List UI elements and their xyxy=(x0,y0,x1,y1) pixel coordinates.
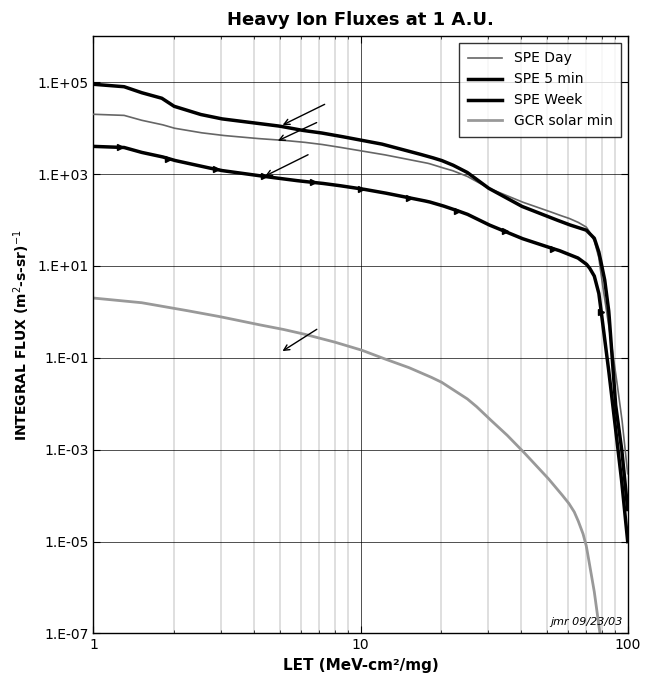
SPE Week xyxy=(608,394,616,402)
Line: GCR solar min: GCR solar min xyxy=(93,298,628,684)
SPE Day xyxy=(117,111,125,119)
SPE Week xyxy=(624,538,632,546)
SPE 5 min xyxy=(117,82,125,90)
SPE Day xyxy=(335,143,343,151)
Y-axis label: INTEGRAL FLUX (m$^2$-s-sr)$^{-1}$: INTEGRAL FLUX (m$^2$-s-sr)$^{-1}$ xyxy=(11,229,32,440)
SPE 5 min xyxy=(608,354,616,363)
X-axis label: LET (MeV-cm²/mg): LET (MeV-cm²/mg) xyxy=(283,658,438,673)
SPE 5 min xyxy=(510,198,518,207)
SPE 5 min xyxy=(608,350,616,358)
Line: SPE 5 min: SPE 5 min xyxy=(93,84,628,510)
GCR solar min xyxy=(89,294,97,302)
GCR solar min xyxy=(349,343,357,352)
SPE Day xyxy=(608,345,616,353)
GCR solar min xyxy=(510,438,518,447)
SPE Week xyxy=(510,231,518,239)
GCR solar min xyxy=(335,339,343,347)
SPE Week xyxy=(335,181,343,189)
SPE 5 min xyxy=(624,505,632,514)
GCR solar min xyxy=(608,682,616,684)
SPE Week xyxy=(608,396,616,404)
GCR solar min xyxy=(608,683,616,684)
Legend: SPE Day, SPE 5 min, SPE Week, GCR solar min: SPE Day, SPE 5 min, SPE Week, GCR solar … xyxy=(460,43,621,137)
SPE 5 min xyxy=(89,80,97,88)
SPE 5 min xyxy=(335,132,343,140)
SPE Day xyxy=(624,470,632,478)
Text: jmr 09/23/03: jmr 09/23/03 xyxy=(550,618,623,627)
SPE Day xyxy=(608,343,616,351)
SPE Week xyxy=(89,142,97,150)
SPE 5 min xyxy=(349,135,357,143)
SPE Week xyxy=(117,143,125,151)
SPE Day xyxy=(510,194,518,202)
Line: SPE Day: SPE Day xyxy=(93,114,628,474)
SPE Day xyxy=(349,146,357,154)
SPE Week xyxy=(349,183,357,192)
GCR solar min xyxy=(117,297,125,305)
Line: SPE Week: SPE Week xyxy=(93,146,628,542)
Title: Heavy Ion Fluxes at 1 A.U.: Heavy Ion Fluxes at 1 A.U. xyxy=(227,11,494,29)
SPE Day xyxy=(89,110,97,118)
